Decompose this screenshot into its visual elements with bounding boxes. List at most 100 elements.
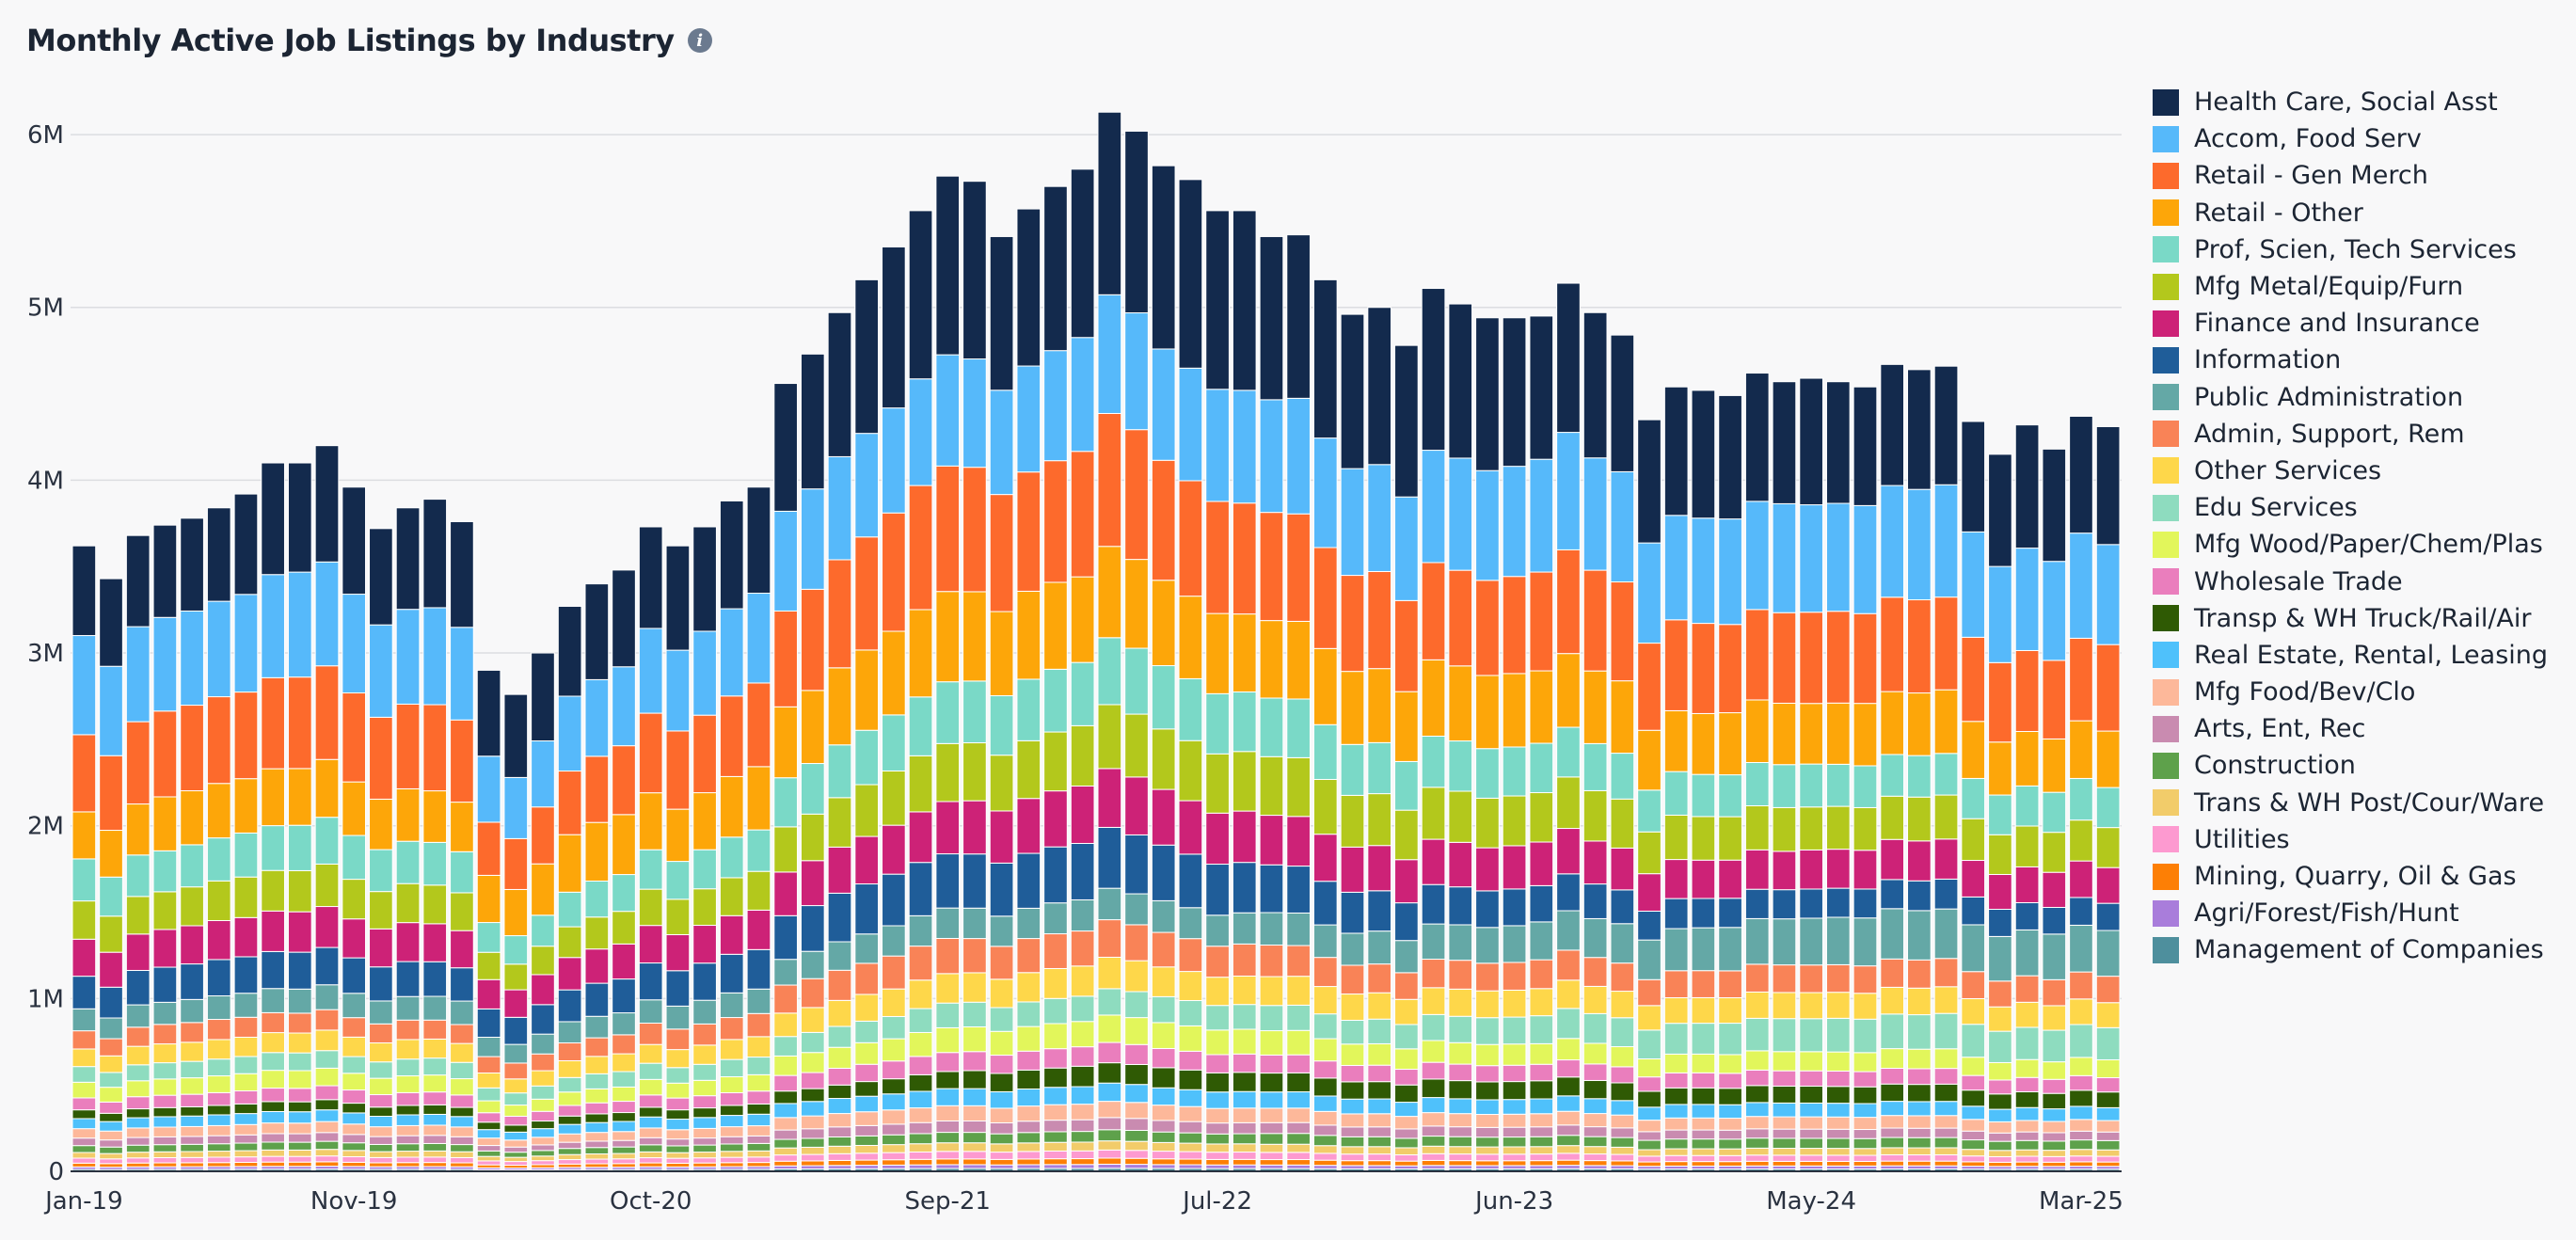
bar-segment[interactable] [773, 510, 798, 612]
bar-segment[interactable] [1016, 365, 1042, 473]
bar-segment[interactable] [962, 1070, 987, 1089]
bar-segment[interactable] [1448, 1063, 1473, 1082]
bar-stack[interactable] [450, 520, 474, 1172]
bar-segment[interactable] [1582, 670, 1608, 744]
bar-segment[interactable] [1097, 1082, 1122, 1103]
bar-segment[interactable] [1988, 794, 2012, 835]
bar-segment[interactable] [1286, 1004, 1311, 1031]
bar-segment[interactable] [962, 1088, 987, 1106]
bar-segment[interactable] [2069, 1139, 2093, 1151]
bar-segment[interactable] [1637, 831, 1662, 875]
bar-segment[interactable] [476, 1137, 501, 1147]
bar-segment[interactable] [1448, 886, 1473, 926]
bar-segment[interactable] [1016, 1088, 1042, 1107]
bar-segment[interactable] [72, 734, 97, 813]
bar-segment[interactable] [584, 583, 610, 680]
bar-stack[interactable] [1933, 365, 1959, 1172]
bar-segment[interactable] [2095, 1059, 2121, 1078]
bar-segment[interactable] [989, 1030, 1014, 1057]
bar-segment[interactable] [369, 1061, 393, 1079]
bar-segment[interactable] [908, 1090, 933, 1109]
bar-segment[interactable] [2014, 785, 2040, 827]
bar-stack[interactable] [827, 311, 852, 1172]
bar-segment[interactable] [1799, 1160, 1823, 1167]
bar-segment[interactable] [719, 1039, 744, 1060]
bar-segment[interactable] [1961, 997, 1986, 1025]
bar-segment[interactable] [1825, 1070, 1851, 1088]
bar-segment[interactable] [261, 1155, 285, 1163]
bar-segment[interactable] [854, 729, 880, 786]
bar-segment[interactable] [1475, 1137, 1500, 1148]
bar-segment[interactable] [1448, 1165, 1473, 1169]
bar-segment[interactable] [1988, 1132, 2012, 1142]
bar-segment[interactable] [773, 1012, 798, 1038]
bar-segment[interactable] [989, 1143, 1014, 1153]
bar-segment[interactable] [638, 628, 663, 714]
bar-segment[interactable] [1529, 1015, 1554, 1044]
bar-segment[interactable] [1988, 980, 2012, 1008]
bar-segment[interactable] [557, 1141, 582, 1150]
bar-segment[interactable] [369, 928, 393, 968]
bar-segment[interactable] [1556, 726, 1581, 778]
bar-segment[interactable] [665, 1129, 691, 1140]
bar-segment[interactable] [2095, 1091, 2121, 1108]
bar-segment[interactable] [1744, 1069, 1770, 1087]
bar-stack[interactable] [1556, 282, 1581, 1172]
bar-segment[interactable] [1582, 957, 1608, 987]
bar-segment[interactable] [908, 914, 933, 947]
bar-segment[interactable] [1421, 450, 1446, 564]
bar-stack[interactable] [1582, 311, 1608, 1172]
bar-segment[interactable] [1312, 1038, 1338, 1062]
bar-segment[interactable] [1151, 1120, 1176, 1133]
bar-stack[interactable] [1961, 421, 1986, 1172]
bar-stack[interactable] [1178, 179, 1203, 1172]
bar-segment[interactable] [1529, 884, 1554, 923]
bar-segment[interactable] [1772, 1102, 1797, 1118]
bar-segment[interactable] [531, 1150, 555, 1157]
bar-segment[interactable] [1799, 504, 1823, 613]
bar-segment[interactable] [1582, 457, 1608, 571]
bar-segment[interactable] [1852, 917, 1878, 967]
bar-segment[interactable] [1907, 880, 1932, 912]
bar-segment[interactable] [612, 745, 636, 816]
bar-segment[interactable] [1367, 1153, 1392, 1162]
bar-segment[interactable] [1151, 580, 1176, 667]
bar-segment[interactable] [1043, 1164, 1068, 1169]
bar-segment[interactable] [1961, 1105, 1986, 1121]
bar-segment[interactable] [962, 358, 987, 469]
bar-segment[interactable] [1691, 1117, 1716, 1131]
bar-segment[interactable] [665, 1049, 691, 1069]
bar-segment[interactable] [1205, 692, 1230, 755]
bar-segment[interactable] [1961, 971, 1986, 999]
bar-segment[interactable] [233, 993, 259, 1018]
bar-segment[interactable] [1286, 1091, 1311, 1109]
bar-segment[interactable] [125, 1137, 151, 1146]
bar-segment[interactable] [2069, 1130, 2093, 1141]
bar-segment[interactable] [1124, 1157, 1149, 1166]
bar-stack[interactable] [1610, 334, 1635, 1172]
bar-segment[interactable] [261, 1011, 285, 1034]
legend-item[interactable]: Mfg Metal/Equip/Furn [2153, 268, 2548, 305]
bar-segment[interactable] [1448, 1160, 1473, 1167]
bar-segment[interactable] [773, 826, 798, 873]
bar-segment[interactable] [99, 876, 123, 917]
bar-segment[interactable] [1259, 620, 1284, 699]
bar-segment[interactable] [989, 694, 1014, 756]
bar-segment[interactable] [935, 354, 961, 467]
bar-segment[interactable] [2095, 902, 2121, 931]
bar-segment[interactable] [1582, 1113, 1608, 1128]
bar-segment[interactable] [557, 695, 582, 772]
bar-segment[interactable] [125, 1045, 151, 1066]
bar-segment[interactable] [1637, 1155, 1662, 1163]
bar-segment[interactable] [2095, 1139, 2121, 1151]
bar-segment[interactable] [989, 1007, 1014, 1032]
bar-segment[interactable] [99, 1017, 123, 1040]
bar-segment[interactable] [1663, 1053, 1689, 1073]
bar-segment[interactable] [1933, 878, 1959, 910]
bar-segment[interactable] [1340, 1136, 1365, 1148]
bar-segment[interactable] [233, 1073, 259, 1091]
bar-segment[interactable] [1691, 712, 1716, 775]
bar-segment[interactable] [989, 1121, 1014, 1135]
bar-segment[interactable] [908, 1151, 933, 1160]
bar-segment[interactable] [1178, 480, 1203, 597]
